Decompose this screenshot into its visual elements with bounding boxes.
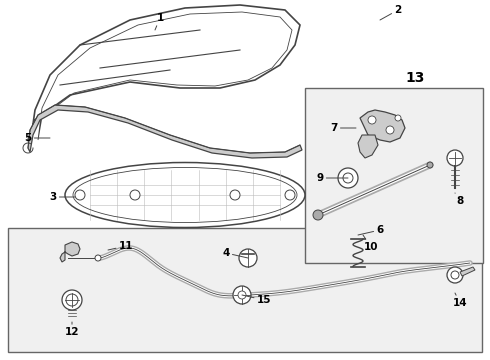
Circle shape: [368, 116, 376, 124]
Circle shape: [62, 290, 82, 310]
Circle shape: [233, 286, 251, 304]
Circle shape: [447, 267, 463, 283]
Bar: [8, 228, 482, 352]
Circle shape: [95, 255, 101, 261]
Text: 4: 4: [222, 248, 248, 258]
Circle shape: [395, 115, 401, 121]
Text: 6: 6: [358, 225, 384, 235]
Circle shape: [386, 126, 394, 134]
Text: 14: 14: [453, 293, 467, 308]
Text: 13: 13: [405, 71, 425, 85]
Text: 9: 9: [317, 173, 348, 183]
Text: 5: 5: [24, 133, 50, 143]
Circle shape: [427, 162, 433, 168]
Text: 1: 1: [155, 13, 164, 30]
Circle shape: [343, 173, 353, 183]
Text: 3: 3: [49, 192, 75, 202]
Text: 8: 8: [455, 193, 464, 206]
Polygon shape: [360, 110, 405, 142]
Circle shape: [285, 190, 295, 200]
Text: 12: 12: [65, 322, 79, 337]
Text: 15: 15: [242, 295, 271, 305]
Circle shape: [230, 190, 240, 200]
Circle shape: [75, 190, 85, 200]
Circle shape: [313, 210, 323, 220]
Circle shape: [447, 150, 463, 166]
Text: 2: 2: [380, 5, 402, 20]
Polygon shape: [28, 105, 302, 158]
Text: 10: 10: [363, 235, 378, 252]
Text: 11: 11: [108, 241, 133, 251]
Circle shape: [451, 271, 459, 279]
Circle shape: [239, 249, 257, 267]
Text: 7: 7: [330, 123, 356, 133]
Polygon shape: [28, 5, 300, 145]
Circle shape: [238, 291, 246, 299]
Ellipse shape: [65, 162, 305, 228]
Circle shape: [338, 168, 358, 188]
Circle shape: [130, 190, 140, 200]
Polygon shape: [358, 135, 378, 158]
Polygon shape: [60, 242, 80, 262]
Circle shape: [66, 294, 78, 306]
Polygon shape: [460, 267, 475, 276]
Bar: [305, 88, 483, 263]
